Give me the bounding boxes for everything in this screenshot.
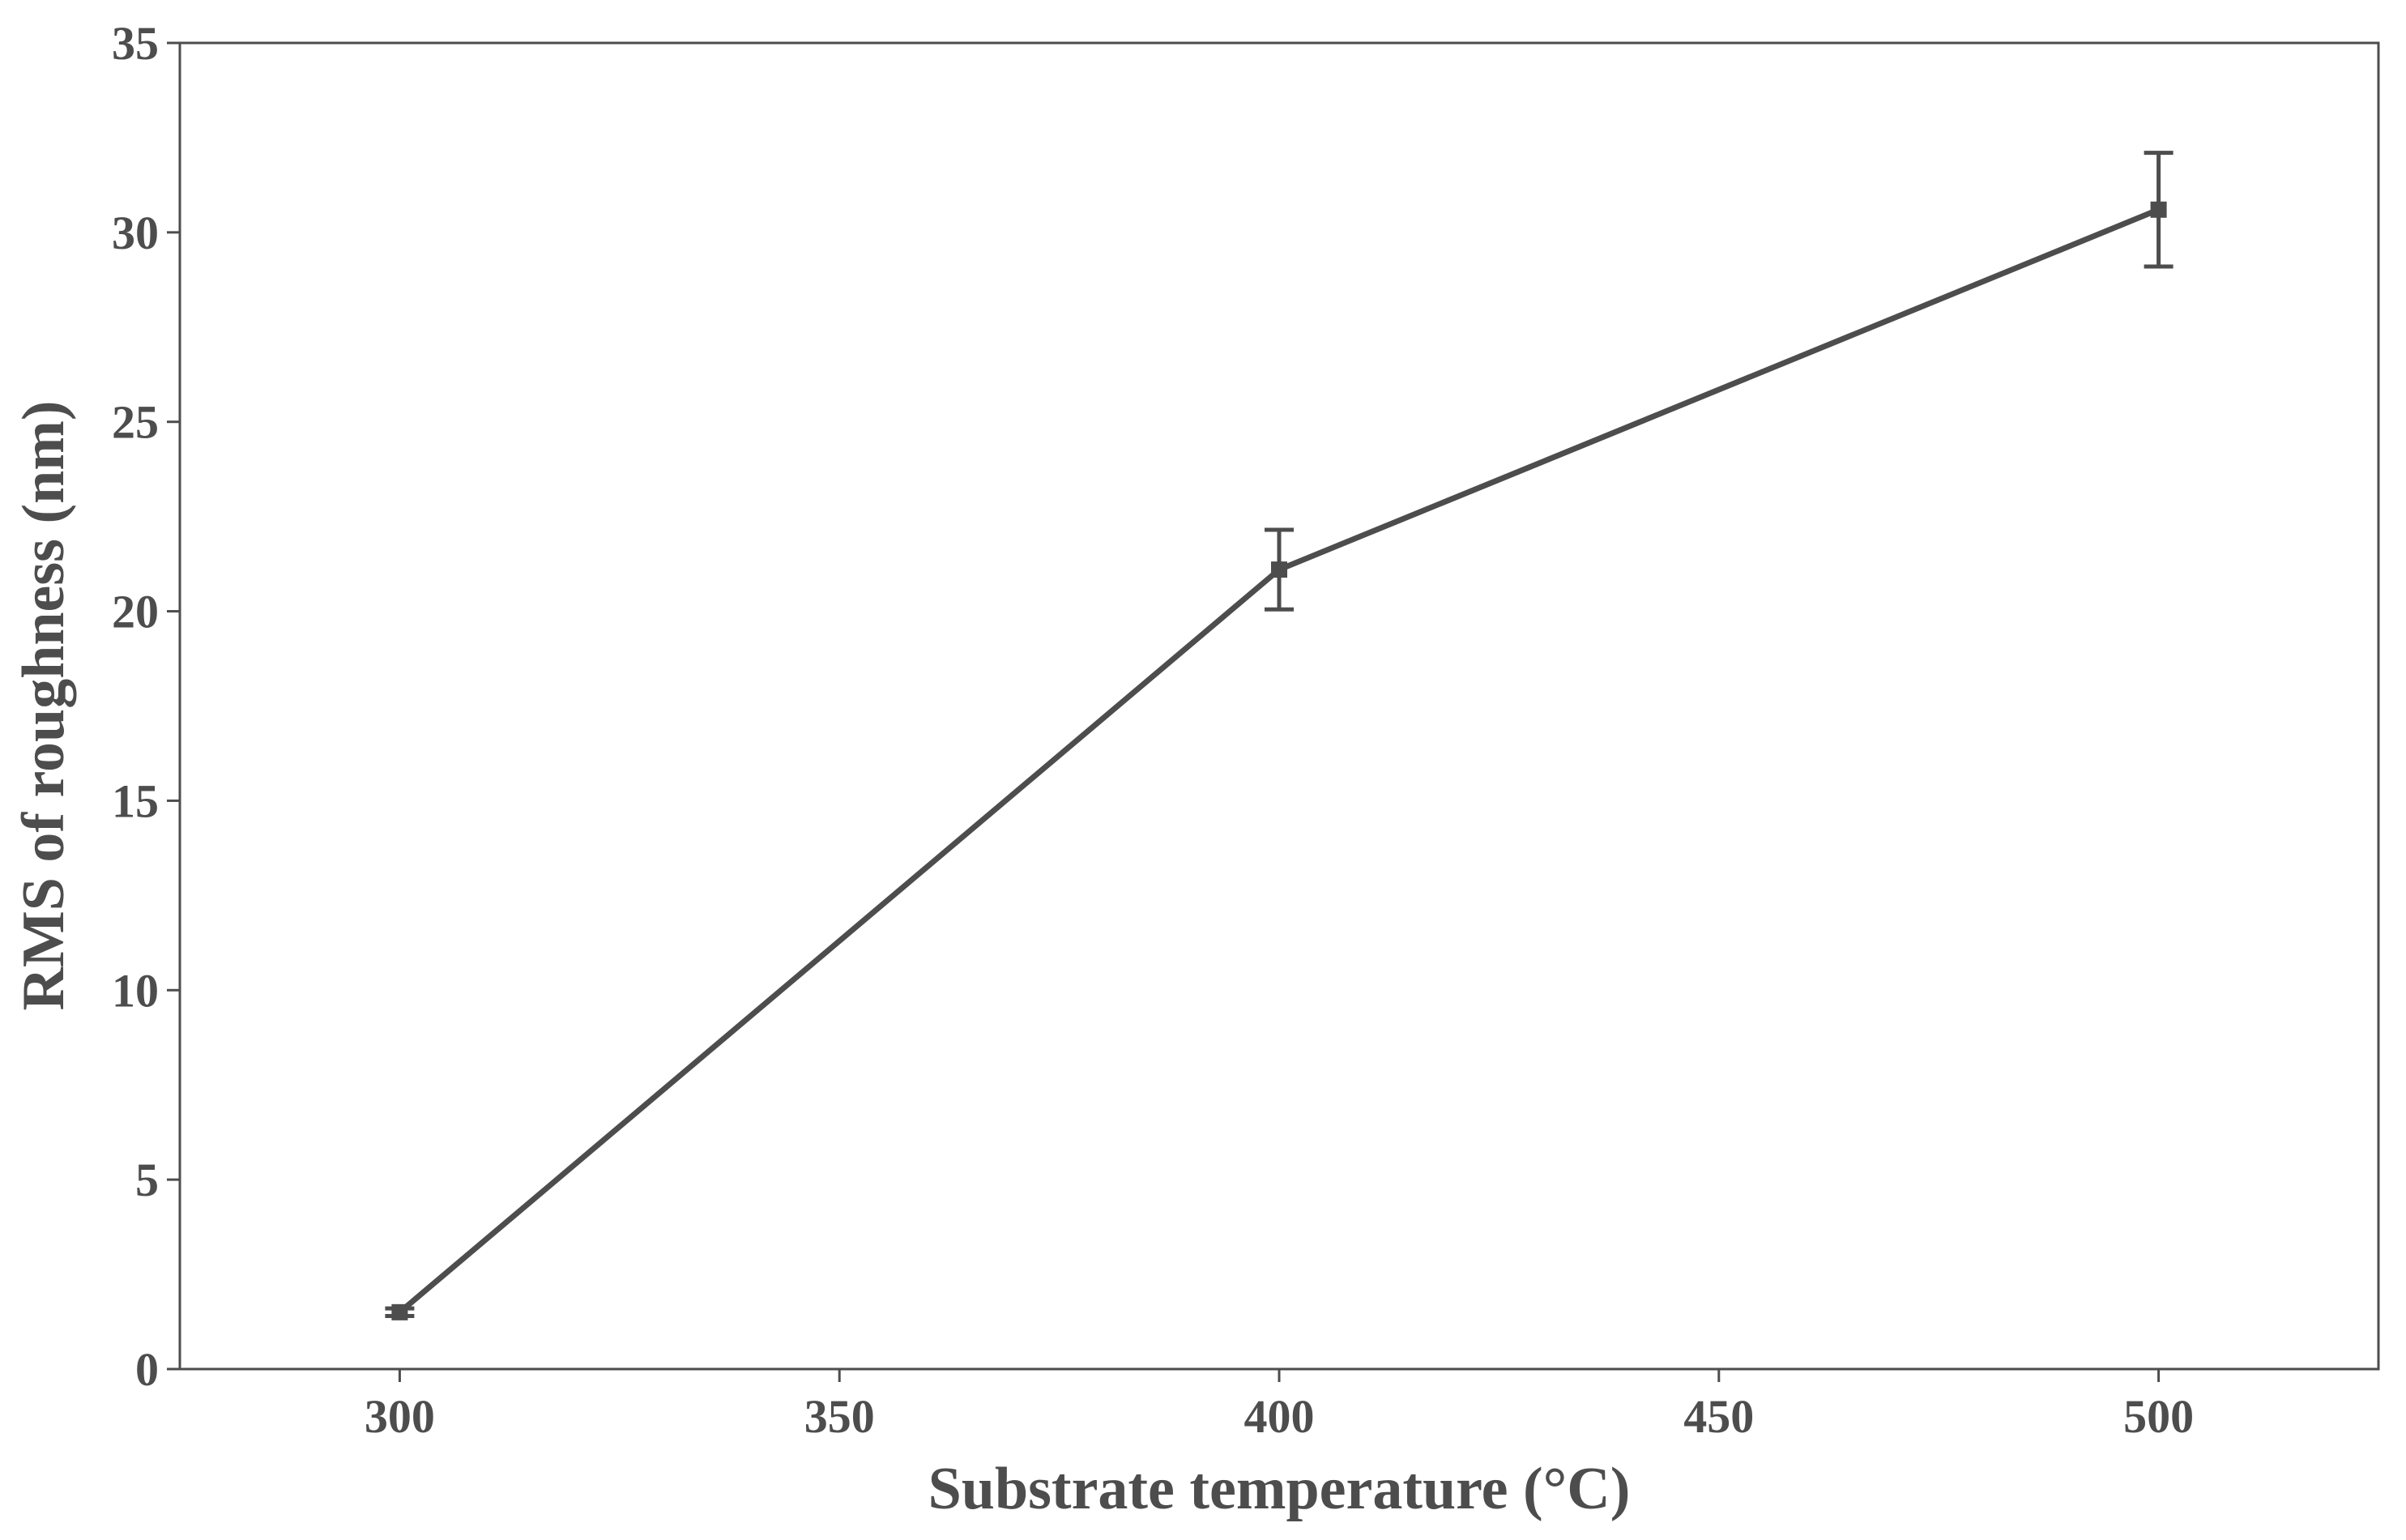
x-axis-title: Substrate temperature (°C)	[928, 1456, 1631, 1522]
x-tick-label: 350	[804, 1390, 875, 1443]
data-point	[391, 1303, 408, 1320]
y-tick-label: 30	[112, 207, 159, 259]
y-tick-label: 10	[112, 964, 159, 1017]
x-tick-label: 450	[1683, 1390, 1754, 1443]
y-tick-label: 35	[112, 17, 159, 70]
plot-frame	[178, 41, 2380, 1371]
y-tick-label: 5	[135, 1154, 159, 1206]
y-tick-label: 0	[135, 1343, 159, 1396]
y-tick-label: 25	[112, 396, 159, 449]
x-tick-label: 500	[2123, 1390, 2194, 1443]
data-line	[398, 207, 2160, 1315]
data-point	[2150, 201, 2167, 218]
y-tick-label: 20	[112, 586, 159, 638]
x-tick-label: 300	[365, 1390, 435, 1443]
y-tick-label: 15	[112, 774, 159, 827]
x-tick-label: 400	[1244, 1390, 1315, 1443]
y-axis-title: RMS of roughness (nm)	[11, 400, 77, 1010]
data-point	[1271, 561, 1287, 578]
